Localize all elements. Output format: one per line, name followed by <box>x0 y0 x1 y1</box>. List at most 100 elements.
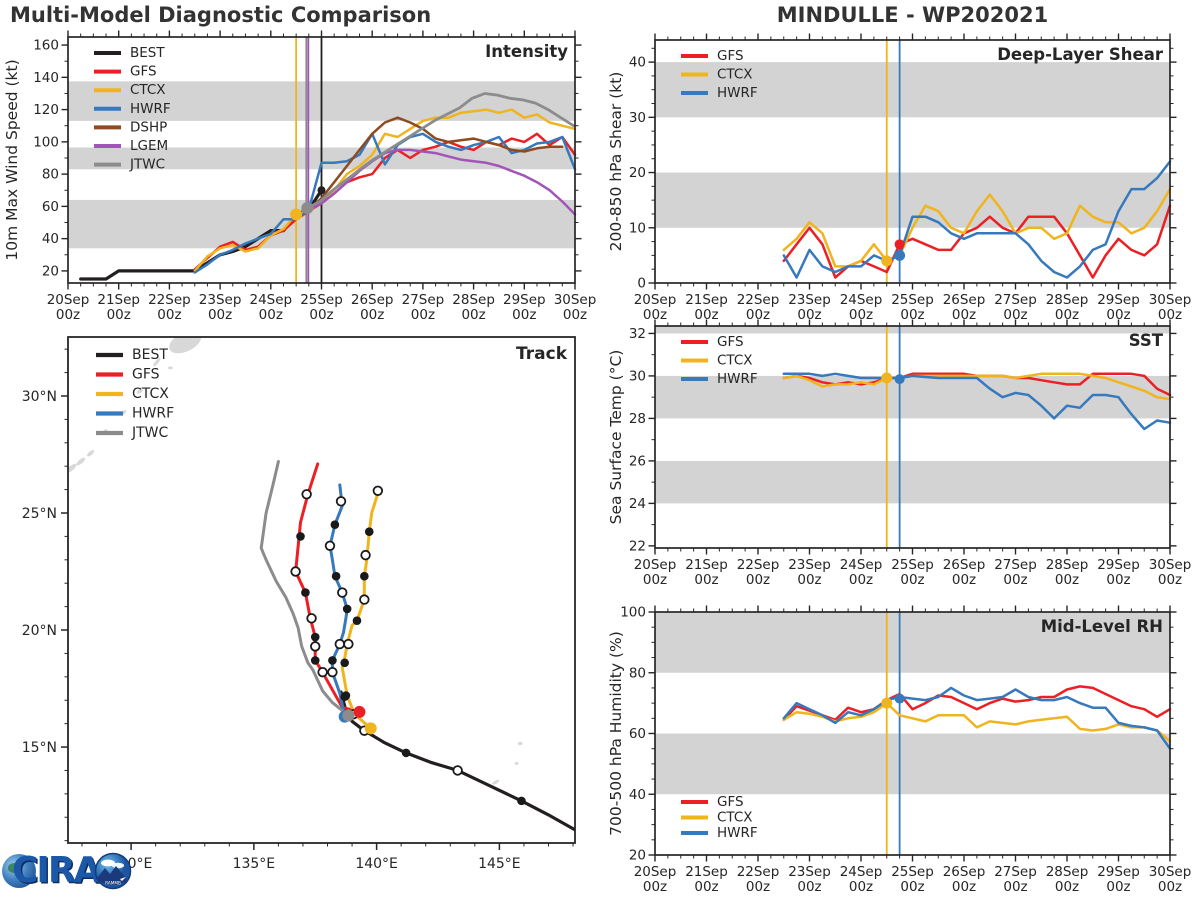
shear-xtick-hour: 00z <box>952 307 976 323</box>
track-marker-open <box>452 765 463 776</box>
shear-xtick-hour: 00z <box>1106 307 1130 323</box>
intensity-series-ctcx <box>193 108 577 273</box>
track-marker-filled <box>328 656 337 665</box>
intensity-xtick-day: 28Sep <box>452 292 495 308</box>
sst-xtick-hour: 00z <box>849 572 873 588</box>
rh-category-band <box>655 733 1170 795</box>
rh-ytick-label: 100 <box>620 605 646 621</box>
track-legend-label-jtwc: JTWC <box>131 425 169 441</box>
shear-category-band <box>655 62 1170 118</box>
sst-xtick-day: 28Sep <box>1046 557 1089 573</box>
intensity-xtick-hour: 00z <box>411 307 435 323</box>
track-axes: 130°E 135°E 140°E 145°E15°N20°N25°N30°NTrac… <box>22 336 576 872</box>
sst-panel: 20Sep00z21Sep00z22Sep00z23Sep00z24Sep00z… <box>607 319 1191 588</box>
track-marker-open <box>301 489 312 500</box>
sst-ytick-label: 24 <box>629 496 646 512</box>
intensity-xtick-hour: 00z <box>56 307 80 323</box>
intensity-init-dot <box>301 201 314 214</box>
shear-xtick-hour: 00z <box>1055 307 1079 323</box>
shear-xtick-day: 27Sep <box>994 292 1037 308</box>
island-shape <box>68 463 77 474</box>
rh-xtick-day: 25Sep <box>891 864 934 880</box>
shear-xtick-day: 21Sep <box>685 292 728 308</box>
sst-xtick-hour: 00z <box>1158 572 1182 588</box>
track-marker-filled <box>517 796 526 806</box>
rh-xtick-day: 23Sep <box>788 864 831 880</box>
track-marker-filled <box>401 748 411 758</box>
shear-xtick-hour: 00z <box>849 307 873 323</box>
track-marker-open <box>327 666 338 678</box>
shear-xtick-day: 30Sep <box>1149 292 1192 308</box>
sst-xtick-hour: 00z <box>797 572 821 588</box>
island-shape <box>76 457 86 466</box>
shear-ytick-label: 0 <box>637 276 646 292</box>
intensity-xtick-hour: 00z <box>259 307 283 323</box>
intensity-ytick-label: 140 <box>33 70 59 86</box>
intensity-legend-label-hwrf: HWRF <box>130 101 171 117</box>
island-shape <box>514 762 519 765</box>
intensity-xtick-day: 30Sep <box>554 292 597 308</box>
sst-xtick-day: 20Sep <box>634 557 677 573</box>
track-marker-filled <box>301 588 310 597</box>
island-shape <box>492 779 500 785</box>
island-shape <box>169 337 202 354</box>
rh-xtick-hour: 00z <box>694 879 718 895</box>
sst-xtick-hour: 00z <box>694 572 718 588</box>
shear-ytick-label: 10 <box>629 220 646 236</box>
sst-xtick-hour: 00z <box>643 572 667 588</box>
intensity-xtick-day: 22Sep <box>148 292 191 308</box>
track-lon-label: 145°E <box>478 856 521 872</box>
track-marker-filled <box>341 691 351 700</box>
sst-ytick-label: 32 <box>629 326 646 342</box>
rh-xtick-day: 28Sep <box>1046 864 1089 880</box>
shear-xtick-day: 24Sep <box>840 292 883 308</box>
sst-xtick-hour: 00z <box>1003 572 1027 588</box>
rh-ytick-label: 20 <box>629 848 646 864</box>
shear-ytick-label: 20 <box>629 165 646 181</box>
rh-xtick-day: 26Sep <box>943 864 986 880</box>
sst-category-band <box>655 326 1170 334</box>
sst-xtick-hour: 00z <box>1106 572 1130 588</box>
intensity-ytick-label: 20 <box>42 263 59 279</box>
intensity-series-dshp <box>307 116 564 211</box>
shear-ytick-label: 30 <box>629 110 646 126</box>
shear-xtick-day: 25Sep <box>891 292 934 308</box>
rh-xtick-day: 30Sep <box>1149 864 1192 880</box>
intensity-xtick-day: 20Sep <box>47 292 90 308</box>
rh-init-dot <box>881 697 893 709</box>
intensity-xtick-day: 26Sep <box>351 292 394 308</box>
track-init-dot-gfs <box>353 705 366 718</box>
intensity-ylabel: 10m Max Wind Speed (kt) <box>3 59 21 260</box>
intensity-init-dot <box>317 186 326 195</box>
rammb-badge-icon: RAMMB <box>95 852 132 890</box>
rh-xtick-day: 20Sep <box>634 864 677 880</box>
globe-icon <box>2 854 36 888</box>
intensity-legend-label-dshp: DSHP <box>130 119 167 135</box>
shear-xtick-day: 26Sep <box>943 292 986 308</box>
rh-xtick-hour: 00z <box>1055 879 1079 895</box>
track-marker-filled <box>364 527 374 537</box>
shear-xtick-day: 28Sep <box>1046 292 1089 308</box>
rammb-logo-text: RAMMB <box>106 881 122 886</box>
rh-xtick-day: 27Sep <box>994 864 1037 880</box>
sst-ytick-label: 22 <box>629 538 646 554</box>
intensity-legend-label-gfs: GFS <box>130 64 157 80</box>
sst-panel-title: SST <box>1129 331 1164 350</box>
track-legend-label-best: BEST <box>132 347 168 363</box>
sst-ytick-label: 30 <box>629 368 646 384</box>
rh-xtick-hour: 00z <box>746 879 770 895</box>
intensity-ytick-label: 60 <box>42 199 59 215</box>
intensity-series-hwrf <box>193 132 577 274</box>
island-shape <box>167 366 173 370</box>
shear-ytick-label: 40 <box>629 55 646 71</box>
sst-xtick-day: 29Sep <box>1097 557 1140 573</box>
intensity-xtick-day: 29Sep <box>503 292 546 308</box>
island-shape <box>517 741 523 746</box>
track-panel <box>68 337 575 832</box>
track-line-gfs <box>294 462 361 714</box>
track-panel-title: Track <box>516 344 568 364</box>
sst-xtick-hour: 00z <box>952 572 976 588</box>
rh-xtick-hour: 00z <box>849 879 873 895</box>
sst-init-dot <box>894 374 905 385</box>
track-marker-open <box>324 540 336 551</box>
